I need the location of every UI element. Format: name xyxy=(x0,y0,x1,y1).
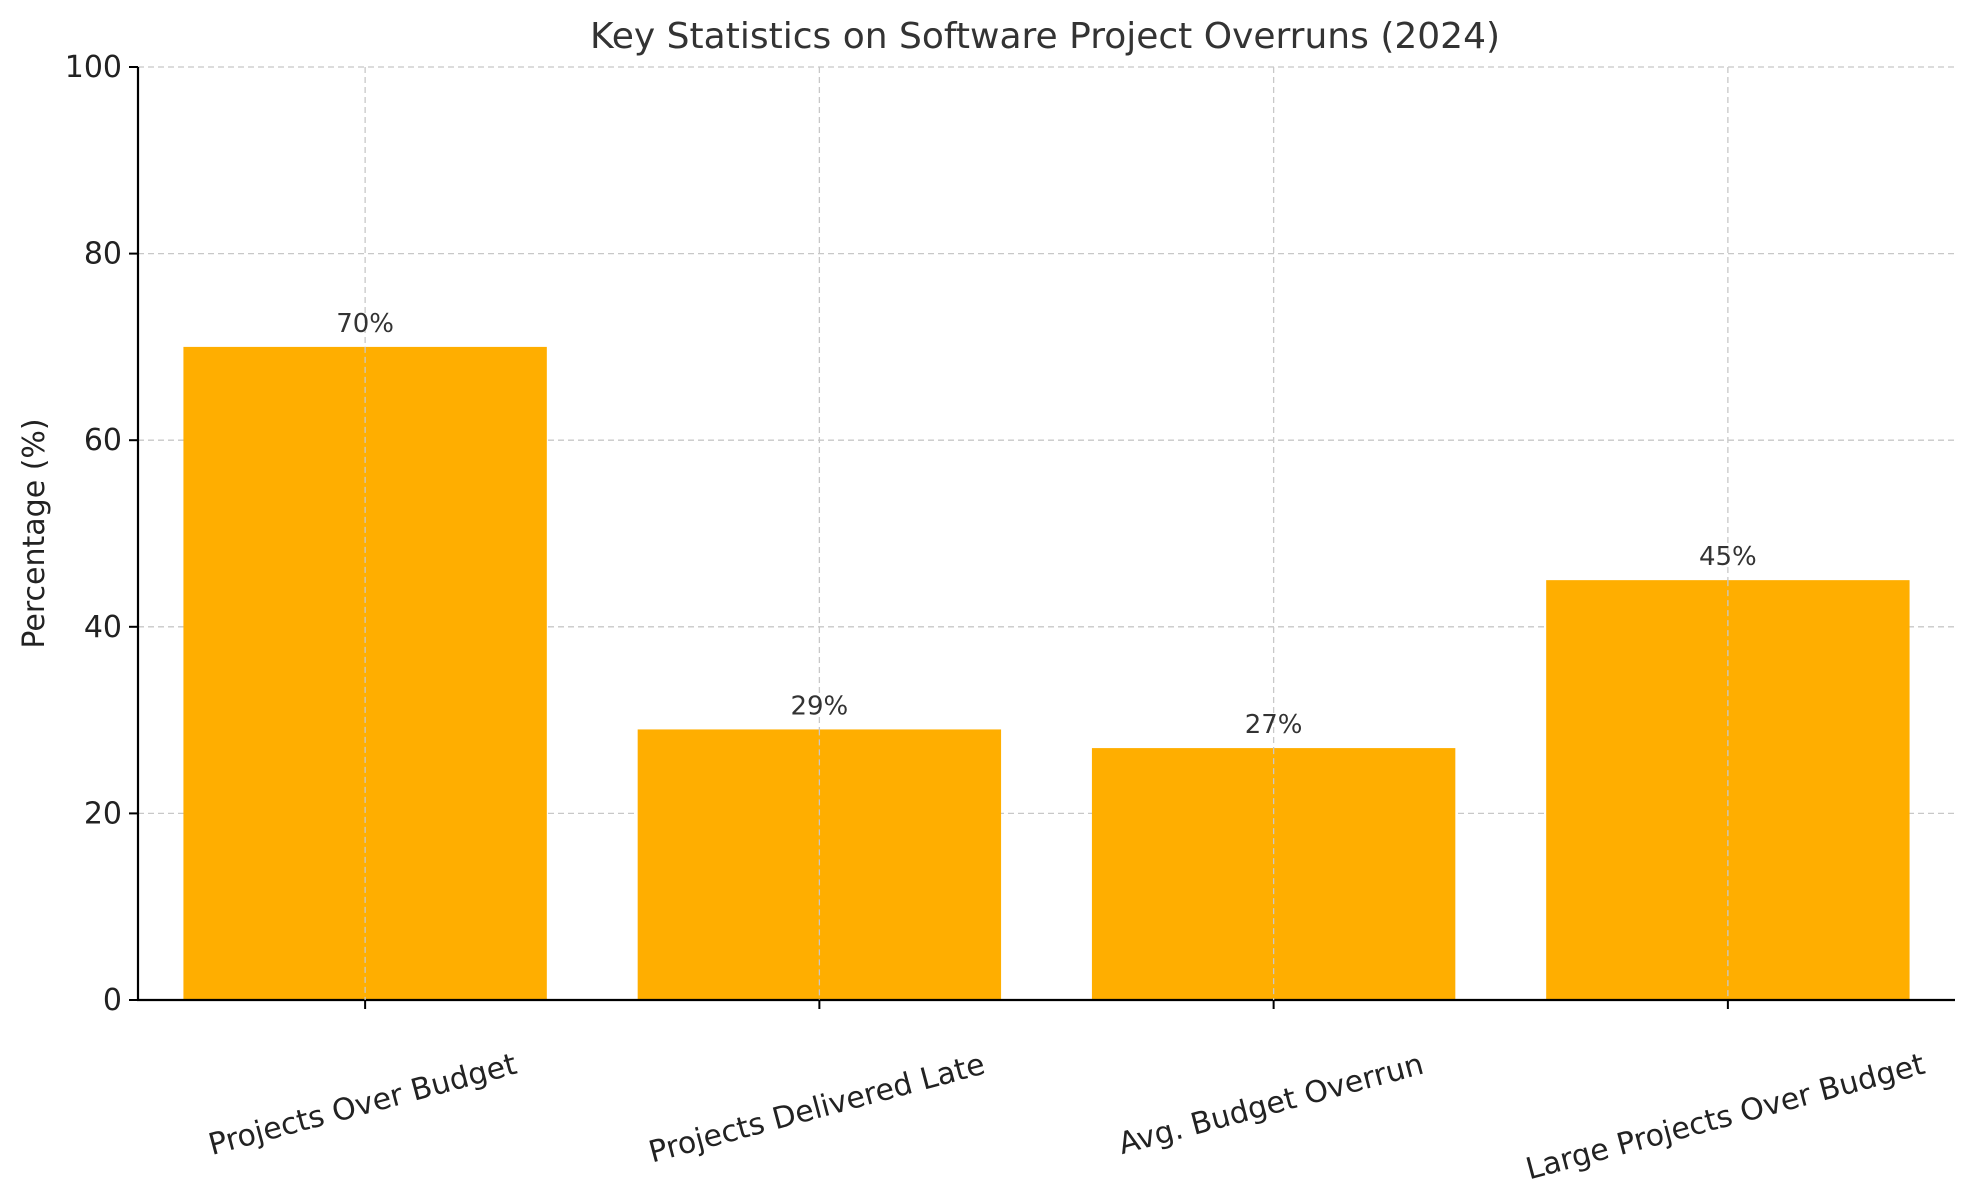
data-label-1: 29% xyxy=(790,691,848,721)
data-label-3: 45% xyxy=(1699,542,1757,572)
y-tick-label-60: 60 xyxy=(84,423,122,458)
bar-3 xyxy=(1546,580,1910,1000)
x-tick-label-1: Projects Delivered Late xyxy=(645,1047,989,1170)
x-tick-label-3: Large Projects Over Budget xyxy=(1522,1047,1929,1180)
x-axis-ticks: Projects Over Budget Projects Delivered L… xyxy=(205,1000,1929,1180)
data-labels: 70% 29% 27% 45% xyxy=(336,309,1757,1000)
y-tick-label-40: 40 xyxy=(84,610,122,645)
y-tick-label-0: 0 xyxy=(103,983,122,1018)
y-tick-label-20: 20 xyxy=(84,796,122,831)
y-axis-label: Percentage (%) xyxy=(17,418,52,648)
chart-title: Key Statistics on Software Project Overr… xyxy=(590,16,1500,57)
y-tick-label-80: 80 xyxy=(84,237,122,272)
data-label-0: 70% xyxy=(336,309,394,339)
axes xyxy=(136,67,1955,1002)
x-tick-label-0: Projects Over Budget xyxy=(205,1047,521,1163)
y-axis-ticks: 0 20 40 60 80 100 xyxy=(65,50,138,1018)
bars xyxy=(183,346,1910,1000)
data-label-2: 27% xyxy=(1245,710,1303,740)
y-tick-label-100: 100 xyxy=(65,50,122,85)
x-tick-label-2: Avg. Budget Overrun xyxy=(1115,1047,1427,1162)
